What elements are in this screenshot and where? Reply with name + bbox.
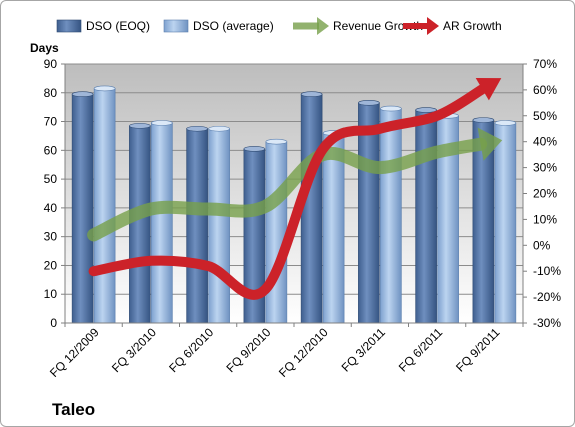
bar-dso-eoq (186, 128, 208, 324)
bar-cap-dso-eoq (243, 146, 266, 152)
bar-dso-average (380, 108, 402, 324)
left-axis: 0 10 20 30 40 50 60 70 80 90 (44, 57, 66, 330)
bar-cap-dso-eoq (129, 123, 151, 129)
x-tick-label: FQ 12/2010 (276, 325, 331, 380)
bar-cap-dso-eoq (186, 125, 208, 132)
left-tick-label: 10 (44, 287, 58, 301)
left-tick-label: 0 (50, 316, 57, 330)
right-tick-label: 30% (533, 161, 557, 175)
company-name: Taleo (52, 400, 95, 419)
legend-arrow-revenue-growth (317, 17, 329, 35)
legend-label: DSO (EOQ) (86, 19, 150, 33)
right-tick-label: 60% (533, 83, 557, 97)
x-tick-label: FQ 3/2011 (339, 325, 389, 375)
ar-growth-arrowhead (475, 78, 502, 101)
right-tick-label: 50% (533, 109, 557, 123)
ar-growth-line (88, 84, 488, 300)
bar-cap-dso-eoq (358, 100, 380, 106)
legend-label: DSO (average) (193, 19, 274, 33)
bar-cap-dso-eoq (71, 91, 94, 98)
bar-cap-dso-average (93, 85, 116, 92)
right-tick-label: 0% (533, 238, 551, 252)
left-tick-label: 40 (44, 201, 58, 215)
x-tick-label: FQ 12/2009 (47, 325, 102, 380)
bar-cap-dso-eoq (472, 117, 495, 123)
x-tick-label: FQ 9/2011 (453, 325, 503, 375)
right-tick-label: 70% (533, 57, 557, 71)
right-tick-label: -20% (533, 290, 561, 304)
x-tick-label: FQ 6/2011 (396, 325, 446, 375)
bar-cap-dso-average (494, 120, 517, 126)
x-tick-label: FQ 6/2010 (166, 325, 216, 375)
left-tick-label: 90 (44, 57, 58, 71)
bar-cap-dso-eoq (415, 107, 437, 113)
legend-swatch-dso-average (163, 19, 189, 33)
right-tick-label: 40% (533, 135, 557, 149)
bar-cap-dso-average (265, 138, 288, 145)
revenue-growth-arrowhead (477, 127, 503, 161)
left-tick-label: 70 (44, 115, 58, 129)
right-tick-label: -30% (533, 316, 561, 330)
legend-label: AR Growth (443, 19, 502, 33)
bar-dso-average (208, 128, 230, 324)
growth-lines (87, 78, 503, 300)
bar-cap-dso-average (208, 125, 230, 132)
legend-swatch-dso-eoq (56, 19, 82, 33)
bar-dso-eoq (300, 93, 323, 324)
bar-dso-average (265, 141, 288, 324)
bar-dso-eoq (129, 125, 151, 324)
legend-arrow-ar-growth (427, 17, 439, 35)
bar-cap-dso-average (151, 120, 173, 126)
right-axis: -30% -20% -10% 0% 10% 20% 30% 40% 50% 60% 70% (522, 57, 561, 330)
revenue-growth-line (87, 137, 488, 242)
x-axis: FQ 12/2009 FQ 3/2010 FQ 6/2010 FQ 9/2010 FQ … (47, 322, 524, 380)
right-tick-label: 10% (533, 212, 557, 226)
bar-dso-average (494, 122, 517, 324)
bar-dso-average (93, 88, 116, 324)
left-tick-label: 20 (44, 258, 58, 272)
left-tick-label: 60 (44, 143, 58, 157)
bar-dso-eoq (358, 102, 380, 324)
bar-dso-eoq (71, 93, 94, 324)
x-tick-label: FQ 9/2010 (224, 325, 274, 375)
legend: DSO (EOQ) DSO (average) Revenue Growth AR G… (56, 17, 502, 35)
bar-cap-dso-eoq (300, 91, 323, 98)
left-tick-label: 30 (44, 230, 58, 244)
bar-dso-average (151, 122, 173, 324)
left-tick-label: 80 (44, 86, 58, 100)
right-tick-label: -10% (533, 264, 561, 278)
bar-cap-dso-average (380, 105, 402, 112)
y-axis-title: Days (30, 41, 59, 55)
x-tick-label: FQ 3/2010 (109, 325, 159, 375)
left-tick-label: 50 (44, 172, 58, 186)
right-tick-label: 20% (533, 187, 557, 201)
legend-label: Revenue Growth (333, 19, 423, 33)
bar-dso-eoq (415, 109, 437, 324)
